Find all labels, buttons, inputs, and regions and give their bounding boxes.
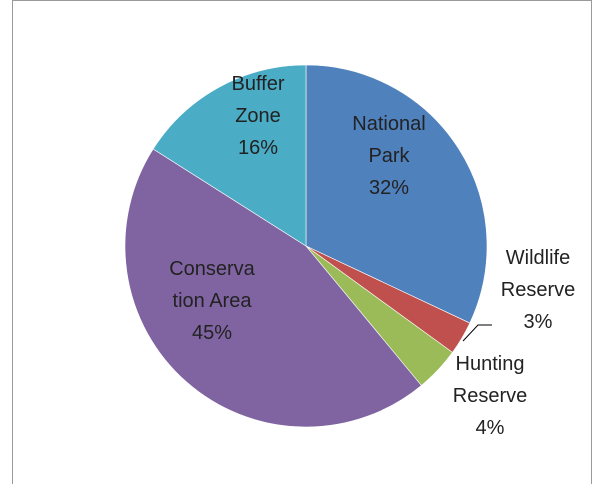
pie-slice-conservation-area	[124, 148, 422, 428]
data-labels: National Park 32% Wildlife Reserve 3% Hunting R…	[169, 73, 575, 439]
leader-line-wildlife-reserve	[462, 324, 492, 342]
pie-slice-buffer-zone	[152, 64, 307, 247]
data-label-national-park: National Park 32%	[352, 113, 425, 199]
data-label-wildlife-reserve: Wildlife Reserve 3%	[501, 247, 575, 333]
leader-lines	[462, 324, 492, 342]
data-label-hunting-reserve: Hunting Reserve 4%	[453, 353, 527, 439]
data-label-buffer-zone: Buffer Zone 16%	[232, 73, 285, 159]
pie-slice-national-park	[305, 64, 488, 324]
pie-slices	[124, 64, 488, 428]
data-label-conservation-area: Conserva tion Area 45%	[169, 258, 255, 344]
